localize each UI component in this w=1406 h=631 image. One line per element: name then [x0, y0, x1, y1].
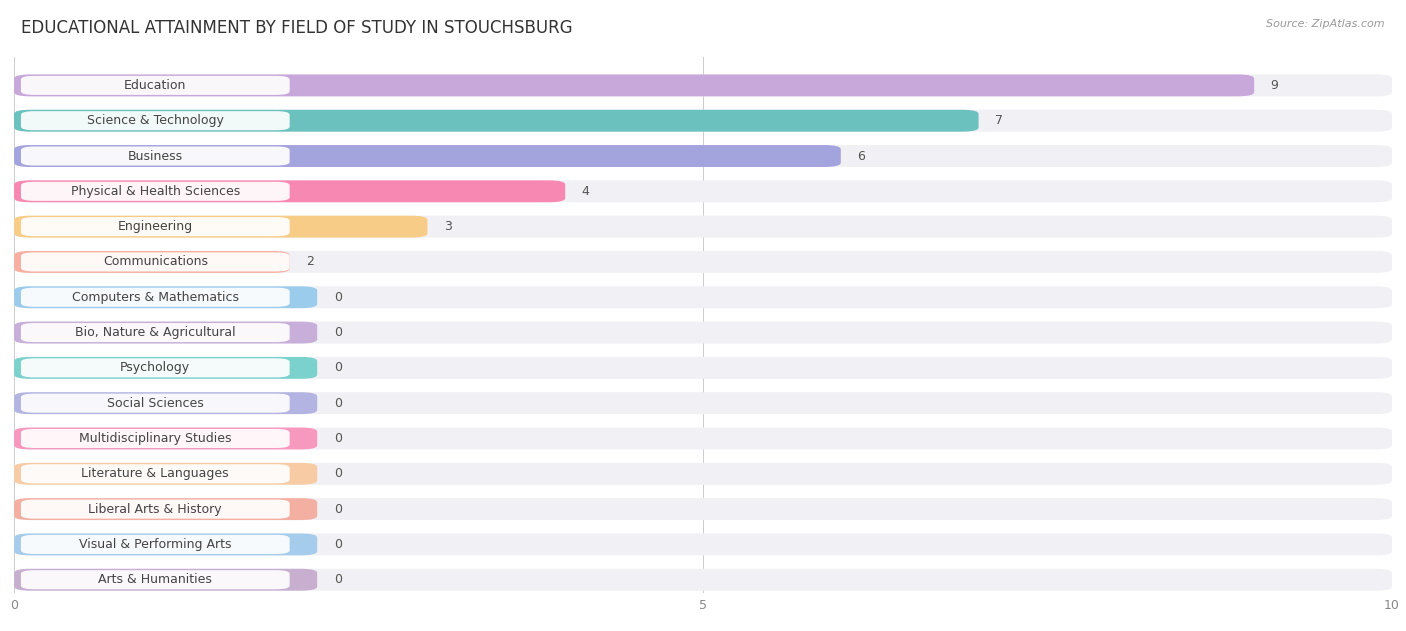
Text: Education: Education	[124, 79, 187, 92]
FancyBboxPatch shape	[14, 392, 318, 414]
FancyBboxPatch shape	[21, 111, 290, 130]
FancyBboxPatch shape	[14, 463, 1392, 485]
FancyBboxPatch shape	[14, 251, 1392, 273]
Text: 6: 6	[858, 150, 865, 163]
Text: 0: 0	[333, 362, 342, 374]
FancyBboxPatch shape	[14, 392, 1392, 414]
Text: 3: 3	[444, 220, 451, 233]
FancyBboxPatch shape	[14, 498, 318, 520]
FancyBboxPatch shape	[21, 323, 290, 342]
FancyBboxPatch shape	[21, 535, 290, 554]
FancyBboxPatch shape	[14, 428, 318, 449]
FancyBboxPatch shape	[14, 74, 1392, 97]
FancyBboxPatch shape	[14, 357, 1392, 379]
FancyBboxPatch shape	[14, 286, 318, 308]
FancyBboxPatch shape	[14, 286, 1392, 308]
Text: Liberal Arts & History: Liberal Arts & History	[89, 503, 222, 516]
Text: Multidisciplinary Studies: Multidisciplinary Studies	[79, 432, 232, 445]
FancyBboxPatch shape	[14, 322, 318, 343]
Text: 0: 0	[333, 326, 342, 339]
FancyBboxPatch shape	[21, 146, 290, 165]
FancyBboxPatch shape	[14, 428, 1392, 449]
FancyBboxPatch shape	[14, 463, 318, 485]
Text: Engineering: Engineering	[118, 220, 193, 233]
FancyBboxPatch shape	[14, 145, 1392, 167]
FancyBboxPatch shape	[21, 76, 290, 95]
Text: Literature & Languages: Literature & Languages	[82, 468, 229, 480]
Text: Business: Business	[128, 150, 183, 163]
FancyBboxPatch shape	[21, 288, 290, 307]
Text: 0: 0	[333, 573, 342, 586]
FancyBboxPatch shape	[14, 110, 979, 132]
Text: Social Sciences: Social Sciences	[107, 397, 204, 410]
Text: Visual & Performing Arts: Visual & Performing Arts	[79, 538, 232, 551]
FancyBboxPatch shape	[14, 569, 318, 591]
Text: Source: ZipAtlas.com: Source: ZipAtlas.com	[1267, 19, 1385, 29]
FancyBboxPatch shape	[14, 180, 1392, 203]
Text: EDUCATIONAL ATTAINMENT BY FIELD OF STUDY IN STOUCHSBURG: EDUCATIONAL ATTAINMENT BY FIELD OF STUDY…	[21, 19, 572, 37]
Text: 0: 0	[333, 538, 342, 551]
FancyBboxPatch shape	[14, 322, 1392, 343]
FancyBboxPatch shape	[14, 110, 1392, 132]
FancyBboxPatch shape	[14, 357, 318, 379]
FancyBboxPatch shape	[14, 74, 1254, 97]
FancyBboxPatch shape	[21, 358, 290, 377]
Text: 7: 7	[995, 114, 1002, 127]
FancyBboxPatch shape	[21, 394, 290, 413]
FancyBboxPatch shape	[14, 180, 565, 203]
FancyBboxPatch shape	[14, 216, 1392, 238]
FancyBboxPatch shape	[21, 252, 290, 271]
FancyBboxPatch shape	[21, 217, 290, 236]
FancyBboxPatch shape	[21, 182, 290, 201]
Text: Bio, Nature & Agricultural: Bio, Nature & Agricultural	[75, 326, 236, 339]
Text: Communications: Communications	[103, 256, 208, 268]
FancyBboxPatch shape	[14, 569, 1392, 591]
Text: Psychology: Psychology	[121, 362, 190, 374]
Text: Arts & Humanities: Arts & Humanities	[98, 573, 212, 586]
Text: 0: 0	[333, 503, 342, 516]
FancyBboxPatch shape	[21, 500, 290, 519]
Text: 9: 9	[1271, 79, 1278, 92]
Text: 0: 0	[333, 397, 342, 410]
Text: 0: 0	[333, 468, 342, 480]
FancyBboxPatch shape	[21, 570, 290, 589]
Text: 2: 2	[307, 256, 314, 268]
FancyBboxPatch shape	[14, 498, 1392, 520]
FancyBboxPatch shape	[14, 145, 841, 167]
Text: Computers & Mathematics: Computers & Mathematics	[72, 291, 239, 304]
FancyBboxPatch shape	[21, 464, 290, 483]
Text: 0: 0	[333, 432, 342, 445]
Text: Physical & Health Sciences: Physical & Health Sciences	[70, 185, 240, 198]
Text: 0: 0	[333, 291, 342, 304]
Text: 4: 4	[582, 185, 589, 198]
FancyBboxPatch shape	[21, 429, 290, 448]
Text: Science & Technology: Science & Technology	[87, 114, 224, 127]
FancyBboxPatch shape	[14, 533, 1392, 555]
FancyBboxPatch shape	[14, 216, 427, 238]
FancyBboxPatch shape	[14, 533, 318, 555]
FancyBboxPatch shape	[14, 251, 290, 273]
